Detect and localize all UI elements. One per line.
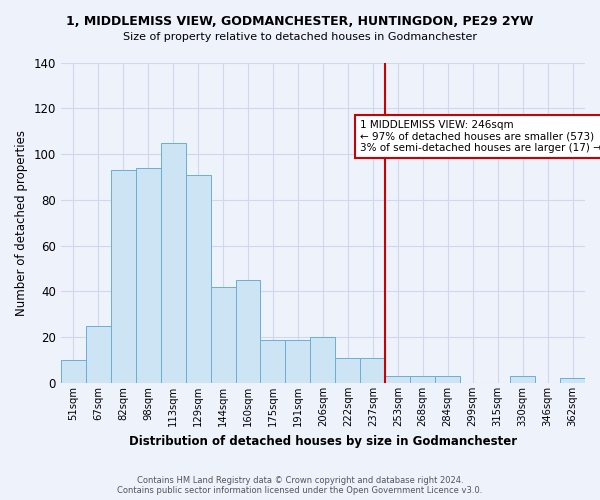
Bar [560,378,585,383]
Bar [86,326,111,383]
Bar [310,337,335,383]
Y-axis label: Number of detached properties: Number of detached properties [15,130,28,316]
Bar [211,287,236,383]
Text: Contains HM Land Registry data © Crown copyright and database right 2024.
Contai: Contains HM Land Registry data © Crown c… [118,476,482,495]
X-axis label: Distribution of detached houses by size in Godmanchester: Distribution of detached houses by size … [129,434,517,448]
Bar [260,340,286,383]
Bar [410,376,435,383]
Bar [286,340,310,383]
Bar [335,358,361,383]
Bar [385,376,410,383]
Bar [136,168,161,383]
Bar [510,376,535,383]
Text: 1 MIDDLEMISS VIEW: 246sqm
← 97% of detached houses are smaller (573)
3% of semi-: 1 MIDDLEMISS VIEW: 246sqm ← 97% of detac… [360,120,600,153]
Bar [111,170,136,383]
Bar [161,142,185,383]
Bar [435,376,460,383]
Text: 1, MIDDLEMISS VIEW, GODMANCHESTER, HUNTINGDON, PE29 2YW: 1, MIDDLEMISS VIEW, GODMANCHESTER, HUNTI… [67,15,533,28]
Bar [61,360,86,383]
Text: Size of property relative to detached houses in Godmanchester: Size of property relative to detached ho… [123,32,477,42]
Bar [361,358,385,383]
Bar [185,174,211,383]
Bar [236,280,260,383]
